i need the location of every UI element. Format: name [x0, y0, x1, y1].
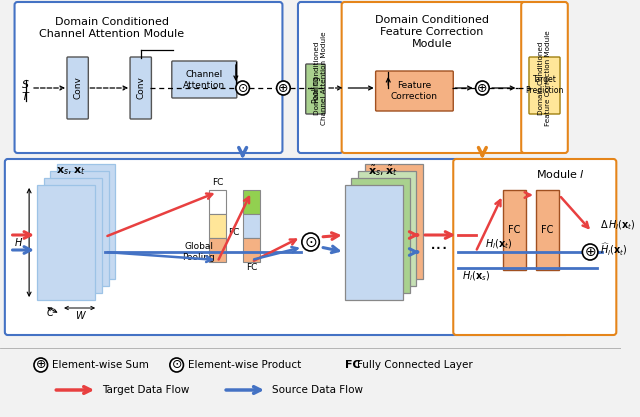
Text: FC: FC	[228, 228, 239, 236]
Bar	[243, 214, 260, 238]
Text: $\widehat{H}_l(\mathbf{x}_t)$: $\widehat{H}_l(\mathbf{x}_t)$	[600, 242, 628, 258]
Text: FC: FC	[212, 178, 223, 186]
Text: Channel
Attention: Channel Attention	[183, 70, 225, 90]
Bar	[37, 185, 95, 300]
Text: Feature
Correction: Feature Correction	[391, 81, 438, 100]
Circle shape	[34, 358, 47, 372]
Bar	[209, 190, 226, 214]
Text: FC: FC	[508, 225, 520, 235]
Text: Global
Pooling: Global Pooling	[182, 242, 215, 262]
Circle shape	[582, 244, 598, 260]
Text: $H$: $H$	[14, 236, 23, 248]
Text: Domain Conditioned
Feature Correction
Module: Domain Conditioned Feature Correction Mo…	[375, 15, 489, 49]
Text: Element-wise Product: Element-wise Product	[188, 360, 301, 370]
Text: ...: ...	[430, 234, 449, 253]
Bar	[51, 171, 109, 286]
Text: Module $l$: Module $l$	[536, 168, 586, 180]
Circle shape	[276, 81, 290, 95]
Text: Domain Conditioned
Channel Attention Module: Domain Conditioned Channel Attention Mod…	[39, 17, 184, 39]
Text: Pooling: Pooling	[311, 75, 320, 103]
Text: $\mathbf{x}_s, \mathbf{x}_t$: $\mathbf{x}_s, \mathbf{x}_t$	[56, 165, 86, 177]
Text: $T$: $T$	[21, 90, 31, 102]
Text: Element-wise Sum: Element-wise Sum	[52, 360, 149, 370]
Text: Fully Connected Layer: Fully Connected Layer	[357, 360, 473, 370]
Bar	[209, 238, 226, 262]
Bar	[351, 178, 410, 293]
Bar	[503, 190, 526, 270]
Text: ⊙: ⊙	[304, 234, 317, 249]
Text: $H_l(\mathbf{x}_t)$: $H_l(\mathbf{x}_t)$	[485, 237, 513, 251]
Text: ⊕: ⊕	[584, 245, 596, 259]
FancyBboxPatch shape	[5, 159, 569, 335]
Bar	[536, 190, 559, 270]
Circle shape	[476, 81, 489, 95]
Text: ⊕: ⊕	[477, 81, 488, 95]
FancyBboxPatch shape	[529, 57, 560, 114]
FancyBboxPatch shape	[342, 2, 527, 153]
Circle shape	[170, 358, 184, 372]
Bar	[44, 178, 102, 293]
Text: Target Data Flow: Target Data Flow	[102, 385, 189, 395]
FancyBboxPatch shape	[376, 71, 453, 111]
Text: Conv: Conv	[73, 77, 82, 99]
Text: Source Data Flow: Source Data Flow	[272, 385, 363, 395]
FancyBboxPatch shape	[298, 2, 342, 153]
Text: $C$: $C$	[46, 306, 55, 318]
Text: ⊕: ⊕	[35, 359, 46, 372]
Text: $\Delta\,H_l(\mathbf{x}_t)$: $\Delta\,H_l(\mathbf{x}_t)$	[600, 218, 636, 232]
Bar	[365, 164, 423, 279]
Circle shape	[302, 233, 319, 251]
FancyBboxPatch shape	[67, 57, 88, 119]
Text: $S$: $S$	[21, 78, 30, 90]
Bar	[243, 190, 260, 214]
Text: Domain Conditioned
Feature Correction Module: Domain Conditioned Feature Correction Mo…	[538, 30, 551, 126]
Bar	[57, 164, 115, 279]
Bar	[209, 214, 226, 238]
FancyBboxPatch shape	[15, 2, 282, 153]
Text: FC: FC	[246, 264, 257, 272]
Text: ⊙: ⊙	[172, 359, 182, 372]
Text: FC: FC	[541, 225, 554, 235]
Text: ⊕: ⊕	[278, 81, 289, 95]
Bar	[358, 171, 417, 286]
Text: Target
Prediction: Target Prediction	[525, 75, 564, 95]
Bar	[243, 238, 260, 262]
Text: $W$: $W$	[75, 309, 86, 321]
FancyBboxPatch shape	[172, 61, 237, 98]
Text: $\tilde{\mathbf{x}}_s, \tilde{\mathbf{x}}_t$: $\tilde{\mathbf{x}}_s, \tilde{\mathbf{x}…	[369, 163, 398, 178]
FancyBboxPatch shape	[453, 159, 616, 335]
FancyBboxPatch shape	[521, 2, 568, 153]
FancyBboxPatch shape	[130, 57, 152, 119]
Text: Domain Conditioned
Channel Attention Module: Domain Conditioned Channel Attention Mod…	[314, 31, 327, 125]
FancyBboxPatch shape	[306, 64, 325, 114]
Bar	[344, 185, 403, 300]
Text: Conv: Conv	[136, 77, 145, 99]
Text: FC: FC	[344, 360, 360, 370]
Circle shape	[236, 81, 250, 95]
Text: $H_l(\mathbf{x}_s)$: $H_l(\mathbf{x}_s)$	[462, 269, 490, 283]
Text: ⊙: ⊙	[237, 81, 248, 95]
